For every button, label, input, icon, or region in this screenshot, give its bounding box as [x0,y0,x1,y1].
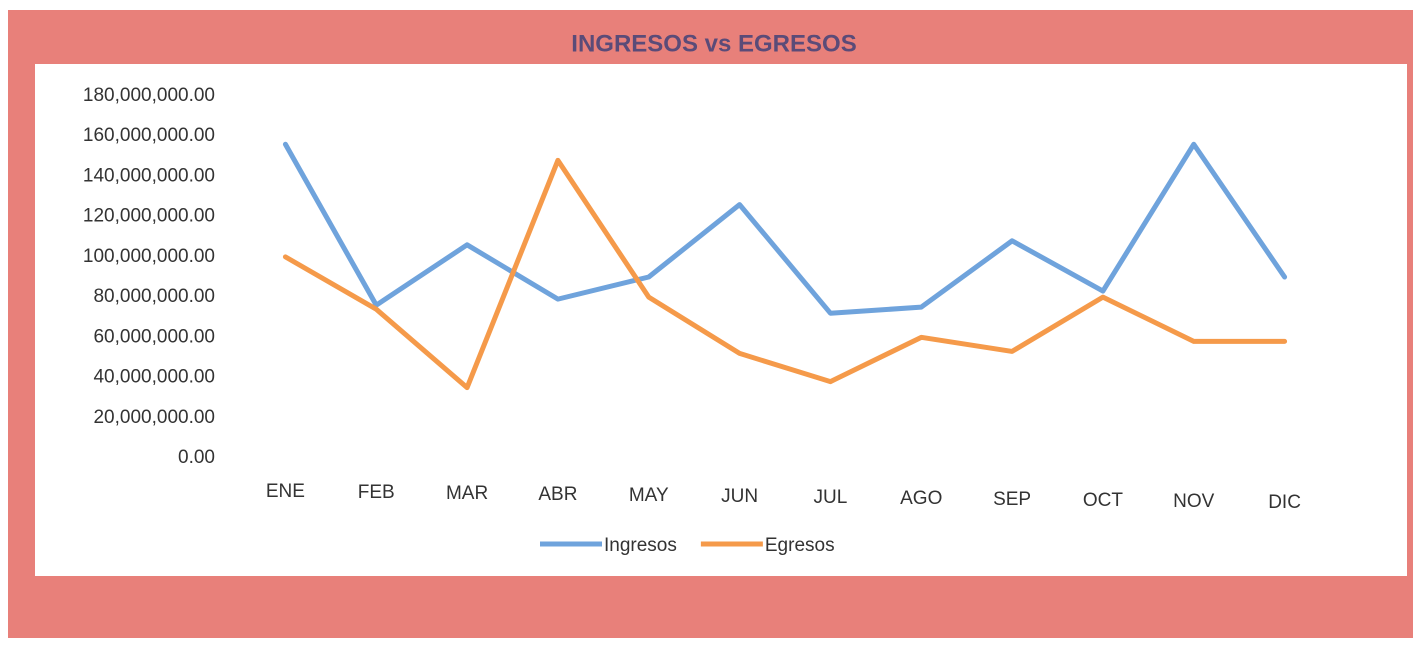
plot-background [35,64,1407,576]
y-tick-label: 0.00 [178,447,215,468]
y-tick-label: 80,000,000.00 [93,286,215,307]
x-tick-label: FEB [358,482,395,503]
data-line [282,157,1288,391]
x-tick-label: JUN [721,486,758,507]
y-tick-label: 60,000,000.00 [93,326,215,347]
x-tick-label: MAR [446,483,488,504]
x-tick-label: SEP [993,489,1031,510]
y-tick-label: 100,000,000.00 [83,246,215,267]
data-line [282,141,1288,316]
y-tick-label: 120,000,000.00 [83,206,215,227]
legend-label: Egresos [765,535,835,556]
x-tick-label: JUL [814,487,848,508]
x-tick-label: DIC [1268,492,1301,513]
y-tick-label: 20,000,000.00 [93,407,215,428]
x-tick-label: MAY [629,485,669,506]
y-tick-label: 140,000,000.00 [83,165,215,186]
y-tick-label: 180,000,000.00 [83,85,215,106]
legend-label: Ingresos [604,535,677,556]
x-tick-label: ENE [266,481,305,502]
x-tick-label: NOV [1173,491,1215,512]
chart-title: INGRESOS vs EGRESOS [571,30,856,57]
x-tick-label: OCT [1083,490,1124,511]
x-tick-label: ABR [538,484,577,505]
x-tick-label: AGO [900,488,942,509]
y-tick-label: 40,000,000.00 [93,367,215,388]
y-tick-label: 160,000,000.00 [83,125,215,146]
